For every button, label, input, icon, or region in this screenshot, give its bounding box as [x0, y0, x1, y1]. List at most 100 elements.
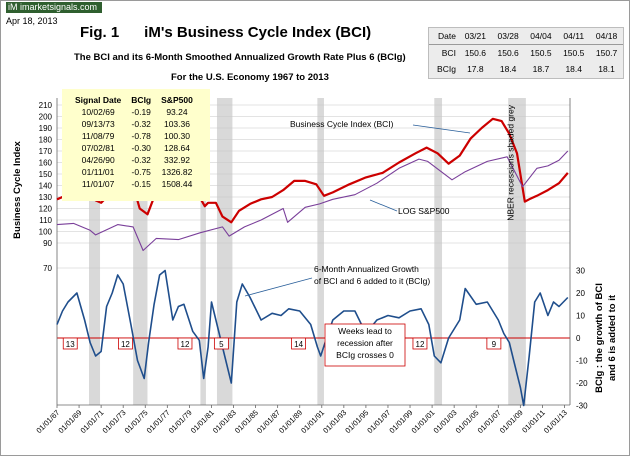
x-tick-label: 01/01/89	[277, 408, 304, 435]
weeks-note-line: Weeks lead to	[338, 326, 392, 336]
latest-value-cell: 17.8	[467, 64, 484, 74]
right-tick-label: -20	[576, 379, 588, 388]
latest-bcig-row: BCIg 17.8 18.4 18.7 18.4 18.1	[429, 61, 623, 77]
figure-subtitle-period: For the U.S. Economy 1967 to 2013	[171, 72, 329, 83]
latest-value-cell: 18.4	[565, 64, 582, 74]
bci-series-label: Business Cycle Index (BCI)	[290, 119, 394, 129]
right-tick-label: 0	[576, 334, 581, 343]
bcig-label-arrow	[244, 277, 313, 297]
latest-value-cell: 18.7	[532, 64, 550, 74]
left-axis-title: Business Cycle Index	[12, 140, 23, 238]
signal-header-row: Signal Date BCIg S&P500	[70, 94, 198, 106]
latest-date-cell: 04/18	[590, 28, 623, 45]
latest-value-cell: 18.4	[499, 64, 517, 74]
latest-row-label: BCIg	[437, 64, 456, 74]
weeks-lead-label: 5	[219, 340, 224, 349]
latest-date-cell: 03/21	[458, 28, 492, 45]
bci-label-arrow	[412, 124, 471, 134]
weeks-lead-box	[486, 337, 502, 350]
latest-value-cell: 18.1	[598, 64, 615, 74]
signal-row: 07/02/81 -0.30 128.64	[70, 142, 198, 154]
left-tick-label: 100	[39, 228, 53, 237]
sp500-series-label: LOG S&P500	[398, 206, 450, 216]
recession-band	[317, 98, 324, 405]
weeks-lead-label: 13	[66, 340, 75, 349]
signal-bcig: -0.30	[131, 143, 151, 153]
latest-date-cell: 03/28	[491, 28, 525, 45]
recession-band	[434, 98, 443, 405]
sp500-series-line	[56, 150, 569, 252]
left-tick-label: 140	[39, 182, 53, 191]
signal-sp500: 1326.82	[161, 167, 193, 177]
weeks-lead-box	[177, 337, 193, 350]
bcig-series-label-line2: of BCI and 6 added to it (BCIg)	[314, 276, 430, 286]
signal-sp500: 103.36	[163, 119, 190, 129]
left-tick-label: 210	[39, 101, 53, 110]
weeks-lead-box	[291, 337, 307, 350]
x-tick-label: 01/01/97	[365, 408, 392, 435]
right-tick-label: 30	[576, 267, 585, 276]
x-tick-label: 01/01/05	[454, 408, 481, 435]
signal-sp500: 1508.44	[161, 179, 193, 189]
latest-corner-cell: Date	[429, 28, 459, 45]
nber-recession-label: NBER recessions shaded grey	[506, 104, 516, 221]
left-tick-label: 70	[43, 264, 52, 273]
signal-row: 11/01/07 -0.15 1508.44	[70, 178, 198, 190]
signal-sp500: 93.24	[166, 107, 188, 117]
latest-date-cell: 04/11	[557, 28, 591, 45]
latest-value-cell: 150.6	[464, 48, 486, 58]
x-tick-label: 01/01/79	[167, 408, 194, 435]
signal-bcig: -0.78	[131, 131, 151, 141]
latest-value-cell: 150.6	[497, 48, 519, 58]
signal-row: 01/11/01 -0.75 1326.82	[70, 166, 198, 178]
latest-value-cell: 150.7	[595, 48, 618, 58]
x-tick-label: 01/01/91	[299, 408, 326, 435]
latest-value-cell: 150.5	[563, 48, 585, 58]
signal-bcig: -0.32	[131, 155, 151, 165]
weeks-lead-box	[412, 337, 428, 350]
left-tick-label: 150	[39, 170, 53, 179]
recession-band	[88, 98, 101, 405]
chart-date: Apr 18, 2013	[6, 16, 58, 26]
signal-date: 11/01/07	[81, 179, 115, 189]
bcig-series-label-line1: 6-Month Annualized Growth	[314, 264, 419, 274]
site-logo[interactable]: iM imarketsignals.com	[6, 2, 102, 13]
x-tick-label: 01/01/85	[233, 408, 260, 435]
signal-row: 11/08/79 -0.78 100.30	[70, 130, 198, 142]
right-axis-title-line2: and 6 is added to it	[607, 294, 618, 381]
left-tick-label: 120	[39, 205, 53, 214]
weeks-note-line: BCIg crosses 0	[336, 350, 394, 360]
x-tick-label: 01/01/77	[145, 408, 172, 435]
signal-bcig: -0.19	[131, 107, 151, 117]
left-tick-label: 110	[39, 216, 52, 225]
right-tick-label: 20	[576, 289, 585, 298]
signal-sp500: 128.64	[163, 143, 190, 153]
x-tick-label: 01/01/13	[542, 408, 569, 435]
signal-date: 09/13/73	[81, 119, 115, 129]
x-tick-label: 01/01/01	[409, 408, 436, 435]
signal-bcig: -0.15	[131, 179, 151, 189]
signal-bcig: -0.32	[131, 119, 151, 129]
x-tick-label: 01/01/73	[101, 408, 128, 435]
signal-row: 09/13/73 -0.32 103.36	[70, 118, 198, 130]
weeks-lead-box	[62, 337, 78, 350]
x-tick-label: 01/01/71	[79, 408, 106, 435]
sp500-label-arrow	[369, 199, 398, 212]
signal-sp500: 332.92	[163, 155, 190, 165]
bcig-series-line	[56, 269, 569, 407]
recession-band	[200, 98, 206, 405]
weeks-note-box	[324, 323, 406, 367]
x-tick-label: 01/01/95	[343, 408, 370, 435]
x-tick-label: 01/01/03	[432, 408, 459, 435]
signal-date: 11/08/79	[81, 131, 115, 141]
right-axis-title-line1: BCIg : the growth of BCI	[594, 283, 605, 393]
signal-table-box: Signal Date BCIg S&P500 10/02/69 -0.19 93.…	[62, 89, 210, 201]
latest-date-cell: 04/04	[524, 28, 558, 45]
x-tick-label: 01/01/69	[56, 408, 83, 435]
weeks-note-line: recession after	[337, 338, 393, 348]
recession-band	[216, 98, 233, 405]
signal-header-sp500: S&P500	[161, 95, 193, 105]
x-tick-label: 01/01/93	[321, 408, 348, 435]
